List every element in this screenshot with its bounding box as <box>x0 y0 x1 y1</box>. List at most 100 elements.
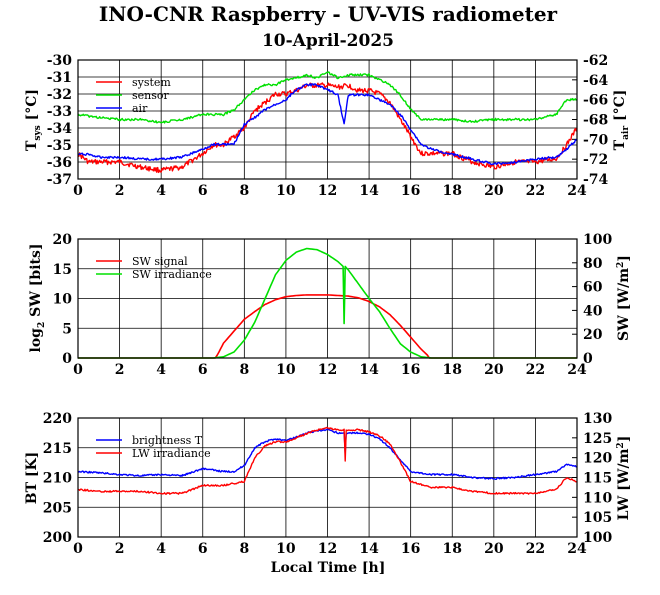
x-tick-label-10: 20 <box>484 362 504 378</box>
x-tick-label-6: 12 <box>318 183 337 199</box>
x-tick-label-1: 2 <box>115 362 125 378</box>
right-tick-label-6: 130 <box>583 411 612 427</box>
series-line-air <box>77 82 578 166</box>
series-line-brightness-t <box>77 428 577 480</box>
x-tick-label-10: 20 <box>484 541 504 557</box>
legend-label-0: system <box>132 76 171 89</box>
shortwave-left-ticks: 0 5 10 15 20 <box>53 232 73 367</box>
temperature-left-axis-label: Tsys [°C] <box>24 89 43 151</box>
x-tick-label-5: 10 <box>276 183 296 199</box>
x-tick-label-7: 14 <box>359 183 379 199</box>
right-tick-label-5: 125 <box>583 431 612 447</box>
right-tick-label-3: 60 <box>583 280 603 296</box>
x-tick-label-9: 18 <box>443 541 462 557</box>
left-tick-label-4: 220 <box>43 411 72 427</box>
x-tick-label-11: 22 <box>526 183 545 199</box>
right-tick-label-3: -68 <box>583 113 608 129</box>
x-tick-label-2: 4 <box>156 183 166 199</box>
x-tick-label-4: 8 <box>239 541 249 557</box>
left-tick-label-3: 15 <box>53 262 72 278</box>
right-tick-label-0: 100 <box>583 530 612 546</box>
x-tick-label-12: 24 <box>567 183 587 199</box>
temperature-right-ticks: -74 -72 -70 -68 -66 -64 -62 <box>572 53 609 188</box>
right-tick-label-4: 80 <box>583 256 603 272</box>
left-tick-label-3: 215 <box>43 441 72 457</box>
x-tick-label-1: 2 <box>115 541 125 557</box>
shortwave-right-axis-label: SW [W/m2] <box>616 255 632 341</box>
right-tick-label-5: -64 <box>583 73 609 89</box>
x-tick-label-5: 10 <box>276 541 296 557</box>
x-tick-label-2: 4 <box>156 541 166 557</box>
x-tick-label-3: 6 <box>198 362 208 378</box>
x-tick-label-8: 16 <box>401 183 420 199</box>
series-line-system <box>77 82 578 174</box>
longwave-x-ticks: 0 2 4 6 8 10 12 14 16 18 20 22 24 <box>73 541 587 557</box>
x-tick-label-6: 12 <box>318 362 337 378</box>
chart-subtitle: 10-April-2025 <box>262 31 394 51</box>
shortwave-left-axis-label: log2 SW [bits] <box>28 243 47 352</box>
x-tick-label-0: 0 <box>73 183 83 199</box>
longwave-frame <box>77 417 578 538</box>
left-tick-label-0: 200 <box>43 530 72 546</box>
x-tick-label-12: 24 <box>567 362 587 378</box>
right-tick-label-5: 100 <box>583 232 612 248</box>
x-tick-label-11: 22 <box>526 362 545 378</box>
x-tick-label-4: 8 <box>239 362 249 378</box>
legend-label-0: brightness T <box>132 434 203 447</box>
x-tick-label-0: 0 <box>73 541 83 557</box>
left-tick-label-1: 5 <box>62 321 72 337</box>
temperature-series <box>77 71 578 174</box>
left-tick-label-5: -32 <box>47 87 72 103</box>
x-tick-label-6: 12 <box>318 541 337 557</box>
left-tick-label-2: 10 <box>53 292 73 308</box>
left-tick-label-4: -33 <box>47 104 72 120</box>
right-tick-label-2: 40 <box>583 303 603 319</box>
longwave-right-axis-label: LW [W/m2] <box>616 436 632 521</box>
left-tick-label-6: -31 <box>47 70 72 86</box>
x-tick-label-8: 16 <box>401 362 420 378</box>
x-tick-label-9: 18 <box>443 183 462 199</box>
right-tick-label-2: 110 <box>583 490 612 506</box>
x-tick-label-10: 20 <box>484 183 504 199</box>
left-tick-label-2: -35 <box>47 138 72 154</box>
left-tick-label-0: 0 <box>62 351 72 367</box>
x-tick-label-2: 4 <box>156 362 166 378</box>
left-tick-label-1: -36 <box>47 155 72 171</box>
x-tick-label-0: 0 <box>73 362 83 378</box>
series-line-sensor <box>77 71 578 124</box>
x-tick-label-8: 16 <box>401 541 420 557</box>
right-tick-label-1: 105 <box>583 510 612 526</box>
chart-title: INO-CNR Raspberry - UV-VIS radiometer <box>99 2 558 26</box>
legend-label-0: SW signal <box>132 255 188 268</box>
right-tick-label-0: -74 <box>583 172 609 188</box>
left-tick-label-3: -34 <box>47 121 73 137</box>
left-tick-label-0: -37 <box>47 172 72 188</box>
temperature-frame <box>77 59 578 180</box>
left-tick-label-7: -30 <box>47 53 73 69</box>
x-tick-label-4: 8 <box>239 183 249 199</box>
x-tick-label-11: 22 <box>526 541 545 557</box>
right-tick-label-0: 0 <box>583 351 593 367</box>
right-tick-label-3: 115 <box>583 471 612 487</box>
x-tick-label-3: 6 <box>198 541 208 557</box>
right-tick-label-4: 120 <box>583 451 612 467</box>
longwave-left-axis-label: BT [K] <box>24 452 40 505</box>
right-tick-label-2: -70 <box>583 132 609 148</box>
x-tick-label-3: 6 <box>198 183 208 199</box>
longwave-legend: brightness TLW irradiance <box>96 434 211 460</box>
temperature-panel: -37-36-35-34-33-32-31-30 -74 -72 -70 -68 -66… <box>24 53 631 199</box>
x-tick-label-7: 14 <box>359 362 379 378</box>
temperature-right-axis-label: Tair [°C] <box>612 90 631 151</box>
left-tick-label-4: 20 <box>53 232 73 248</box>
legend-label-1: SW irradiance <box>132 268 212 281</box>
left-tick-label-2: 210 <box>43 471 72 487</box>
legend-label-2: air <box>132 102 148 115</box>
shortwave-right-ticks: 0 20 40 60 80 100 <box>572 232 612 367</box>
x-tick-label-5: 10 <box>276 362 296 378</box>
series-line-lw-irradiance <box>78 426 578 495</box>
right-tick-label-1: 20 <box>583 327 603 343</box>
legend-label-1: sensor <box>132 89 170 102</box>
